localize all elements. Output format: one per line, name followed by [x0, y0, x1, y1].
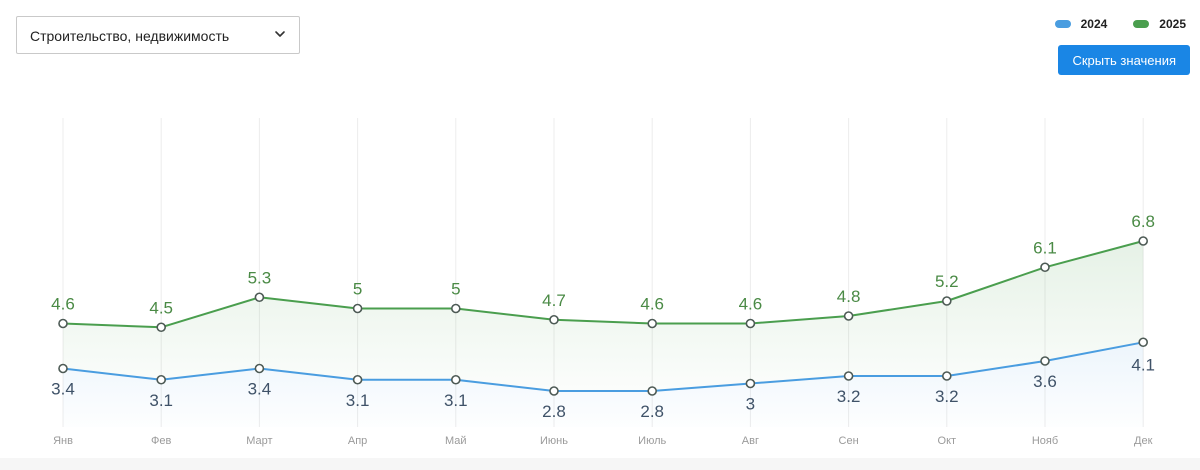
data-label-2025: 5: [451, 280, 460, 299]
hide-values-button[interactable]: Скрыть значения: [1058, 45, 1190, 75]
series-line-2024: [62, 341, 1144, 392]
x-tick-label: Апр: [348, 435, 367, 447]
data-point-2025: [843, 311, 854, 321]
data-point-2025: [549, 314, 559, 325]
data-point-2025: [352, 303, 363, 314]
data-point-2025: [647, 318, 658, 329]
data-label-2025: 4.8: [837, 287, 861, 306]
data-label-2024: 3.2: [837, 387, 861, 406]
x-tick-label: Янв: [53, 435, 73, 447]
x-tick-label: Июнь: [540, 435, 568, 447]
area-2025: [63, 241, 1144, 391]
x-tick-label: Май: [445, 435, 467, 447]
series-line-2025: [62, 240, 1144, 329]
data-label-2024: 3: [746, 395, 755, 414]
legend-label-2025: 2025: [1159, 17, 1186, 31]
data-label-2025: 5.2: [935, 272, 959, 291]
data-label-2024: 3.1: [444, 391, 468, 410]
legend-swatch-2025: [1133, 20, 1150, 28]
data-label-2024: 3.1: [346, 391, 370, 410]
data-label-2025: 4.7: [542, 291, 566, 310]
legend-swatch-2024: [1054, 20, 1071, 28]
chevron-down-icon: [275, 31, 285, 37]
x-tick-label: Нояб: [1032, 435, 1058, 447]
x-tick-label: Сен: [839, 435, 859, 447]
data-point-2025: [450, 303, 461, 314]
data-label-2025: 4.5: [149, 298, 173, 317]
data-label-2024: 3.2: [935, 387, 959, 406]
data-label-2025: 5: [353, 280, 362, 299]
data-point-2024: [843, 371, 854, 381]
data-point-2024: [450, 374, 461, 385]
data-point-2024: [941, 371, 952, 381]
data-label-2024: 3.6: [1033, 372, 1057, 391]
data-label-2024: 4.1: [1131, 355, 1155, 374]
data-point-2024: [58, 363, 68, 374]
data-point-2025: [1040, 262, 1050, 273]
bottom-divider: [0, 458, 1200, 470]
data-point-2025: [941, 296, 952, 306]
data-label-2024: 3.1: [149, 391, 173, 410]
data-point-2024: [745, 378, 756, 389]
data-label-2025: 4.6: [640, 295, 664, 314]
legend-item-2025[interactable]: 2025: [1133, 17, 1186, 31]
category-select-value: Строительство, недвижимость: [30, 28, 230, 44]
data-label-2025: 4.6: [739, 295, 763, 314]
data-label-2024: 2.8: [542, 402, 566, 421]
data-point-2025: [58, 318, 68, 329]
data-point-2024: [156, 374, 166, 385]
data-point-2025: [156, 322, 166, 333]
data-label-2024: 3.4: [248, 380, 272, 399]
legend-label-2024: 2024: [1080, 17, 1108, 31]
x-tick-label: Дек: [1134, 435, 1153, 447]
x-tick-label: Июль: [638, 435, 666, 447]
x-tick-label: Март: [246, 435, 272, 447]
data-point-2025: [254, 292, 265, 303]
x-tick-label: Фев: [151, 435, 171, 447]
data-point-2025: [1138, 236, 1148, 246]
data-label-2024: 3.4: [51, 380, 75, 399]
area-2024: [63, 342, 1144, 427]
chart-legend: 2024 2025: [1054, 17, 1186, 31]
x-tick-label: Авг: [742, 435, 759, 447]
data-label-2024: 2.8: [640, 402, 664, 421]
x-tick-label: Окт: [938, 435, 957, 447]
data-label-2025: 5.3: [248, 268, 272, 287]
legend-item-2024[interactable]: 2024: [1054, 17, 1108, 31]
data-point-2024: [352, 374, 363, 385]
data-point-2024: [549, 386, 559, 396]
category-select[interactable]: Строительство, недвижимость: [16, 16, 300, 54]
data-point-2024: [1040, 356, 1050, 366]
data-point-2024: [1138, 337, 1148, 348]
data-point-2024: [254, 363, 265, 374]
data-label-2025: 6.8: [1131, 212, 1155, 231]
data-label-2025: 6.1: [1033, 238, 1057, 257]
data-point-2024: [647, 386, 658, 396]
data-point-2025: [745, 318, 756, 329]
data-label-2025: 4.6: [51, 295, 75, 314]
